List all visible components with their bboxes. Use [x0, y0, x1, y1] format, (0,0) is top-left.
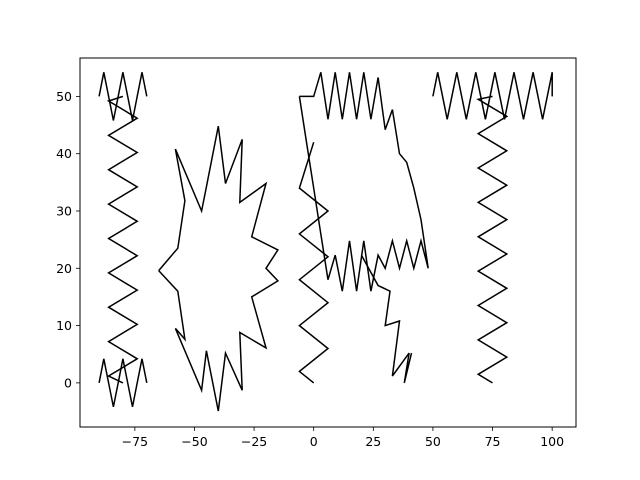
- shape-left-vertical-zigzag: [106, 95, 139, 384]
- x-tick-label: 75: [485, 434, 501, 449]
- y-tick-label: 30: [56, 203, 72, 218]
- y-tick-label: 50: [56, 89, 72, 104]
- shape-right-top-zigzag: [432, 72, 553, 120]
- x-tick-label: −25: [241, 434, 267, 449]
- shape-center-bottom-zigzag: [298, 141, 330, 384]
- y-axis: 0 10 20 30 40 50: [56, 89, 80, 390]
- x-tick-label: 50: [425, 434, 441, 449]
- shape-left-bottom-zigzag: [98, 358, 148, 408]
- x-tick-label: 25: [365, 434, 381, 449]
- plot-frame: [79, 57, 577, 428]
- x-tick-label: 100: [540, 434, 564, 449]
- y-tick-label: 40: [56, 146, 72, 161]
- x-axis: −75 −50 −25 0 25 50 75 100: [122, 427, 564, 449]
- shape-center-descending-zigzag: [360, 254, 413, 384]
- shape-left-top-zigzag: [98, 72, 148, 121]
- shape-center-right-starburst: [298, 72, 429, 292]
- y-tick-label: 10: [56, 318, 72, 333]
- plot-shapes: [98, 72, 553, 412]
- y-tick-label: 0: [64, 375, 72, 390]
- x-tick-label: −75: [122, 434, 148, 449]
- shape-center-left-starburst: [158, 126, 280, 412]
- y-tick-label: 20: [56, 261, 72, 276]
- shape-right-vertical-zigzag: [476, 95, 509, 384]
- x-tick-label: 0: [310, 434, 318, 449]
- x-tick-label: −50: [181, 434, 207, 449]
